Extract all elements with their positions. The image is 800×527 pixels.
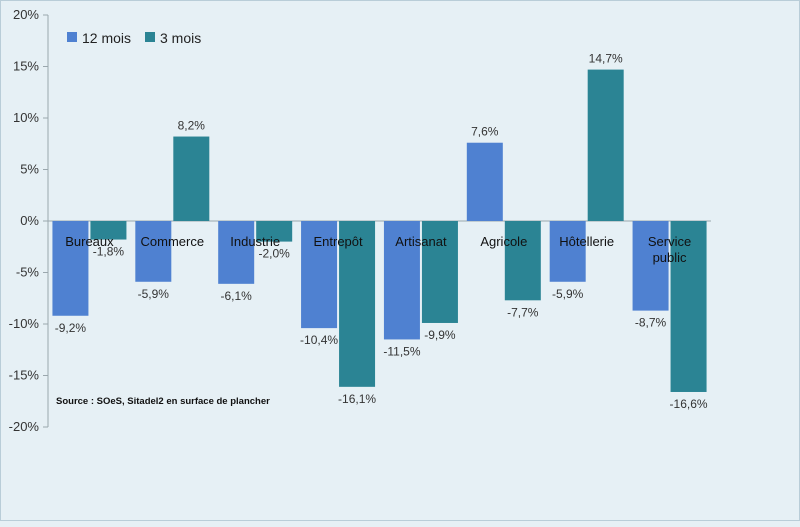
- category-label: Entrepôt: [313, 234, 363, 249]
- category-label-line: Artisanat: [395, 234, 447, 249]
- data-label: -1,8%: [93, 245, 125, 259]
- y-tick-label: 15%: [13, 59, 39, 74]
- category-label-line: Agricole: [480, 234, 527, 249]
- data-label: -9,2%: [55, 321, 87, 335]
- bar-12-mois: [301, 221, 338, 329]
- category-label-line: Industrie: [230, 234, 280, 249]
- data-label: -2,0%: [259, 247, 291, 261]
- category-label-line: Bureaux: [65, 234, 114, 249]
- bar-3-mois: [587, 69, 624, 221]
- bar-3-mois: [504, 221, 541, 301]
- data-label: -16,6%: [670, 397, 708, 411]
- bar-3-mois: [421, 221, 458, 323]
- data-label: -11,5%: [383, 344, 420, 358]
- category-label-line: public: [653, 250, 687, 265]
- bar-12-mois: [218, 221, 255, 284]
- data-label: -8,7%: [635, 316, 667, 330]
- bar-layer: [52, 69, 707, 392]
- y-tick-label: -20%: [9, 419, 40, 434]
- data-label: 8,2%: [178, 119, 206, 133]
- bar-3-mois: [90, 221, 127, 240]
- label-layer: -9,2% -1,8%Bureaux -5,9% 8,2% Commerce -6,1% -…: [55, 52, 708, 411]
- category-label: Artisanat: [395, 234, 447, 249]
- category-label-line: Hôtellerie: [559, 234, 614, 249]
- legend-swatch-12-mois: [67, 32, 77, 42]
- bar-12-mois: [632, 221, 669, 311]
- data-label: -6,1%: [221, 289, 253, 303]
- bar-12-mois: [52, 221, 89, 316]
- category-label-line: Service: [648, 234, 691, 249]
- y-tick-label: 5%: [20, 162, 39, 177]
- legend-label-3-mois: 3 mois: [160, 30, 201, 46]
- category-label-line: Commerce: [141, 234, 205, 249]
- data-label: -5,9%: [552, 287, 584, 301]
- bar-12-mois: [135, 221, 172, 282]
- category-label: Service public: [648, 234, 691, 265]
- y-tick-label: -5%: [16, 265, 40, 280]
- data-label: -10,4%: [300, 333, 338, 347]
- data-label: -5,9%: [138, 287, 170, 301]
- category-label: Bureaux: [65, 234, 114, 249]
- axis-layer: 20% 15% 10% 5% 0% -5% -10% -15% -20%: [9, 7, 711, 434]
- legend: 12 mois 3 mois: [67, 30, 201, 46]
- category-label: Hôtellerie: [559, 234, 614, 249]
- data-label: -16,1%: [338, 392, 376, 406]
- bar-12-mois: [466, 142, 503, 221]
- category-label: Agricole: [480, 234, 527, 249]
- bar-12-mois: [549, 221, 586, 282]
- data-label: 7,6%: [471, 125, 499, 139]
- data-label: -7,7%: [507, 305, 539, 319]
- bar-3-mois: [339, 221, 376, 387]
- legend-label-12-mois: 12 mois: [82, 30, 131, 46]
- y-tick-label: -15%: [9, 368, 40, 383]
- y-tick-label: 10%: [13, 110, 39, 125]
- bar-3-mois: [670, 221, 707, 392]
- y-tick-label: -10%: [9, 316, 40, 331]
- category-label: Commerce: [141, 234, 205, 249]
- bar-3-mois: [173, 136, 210, 221]
- category-label: Industrie: [230, 234, 280, 249]
- bar-12-mois: [383, 221, 420, 340]
- source-note: Source : SOeS, Sitadel2 en surface de pl…: [56, 396, 270, 407]
- bar-3-mois: [256, 221, 293, 242]
- data-label: -9,9%: [424, 328, 456, 342]
- legend-swatch-3-mois: [145, 32, 155, 42]
- y-tick-label: 0%: [20, 213, 39, 228]
- data-label: 14,7%: [589, 52, 623, 66]
- category-label-line: Entrepôt: [313, 234, 363, 249]
- y-tick-label: 20%: [13, 7, 39, 22]
